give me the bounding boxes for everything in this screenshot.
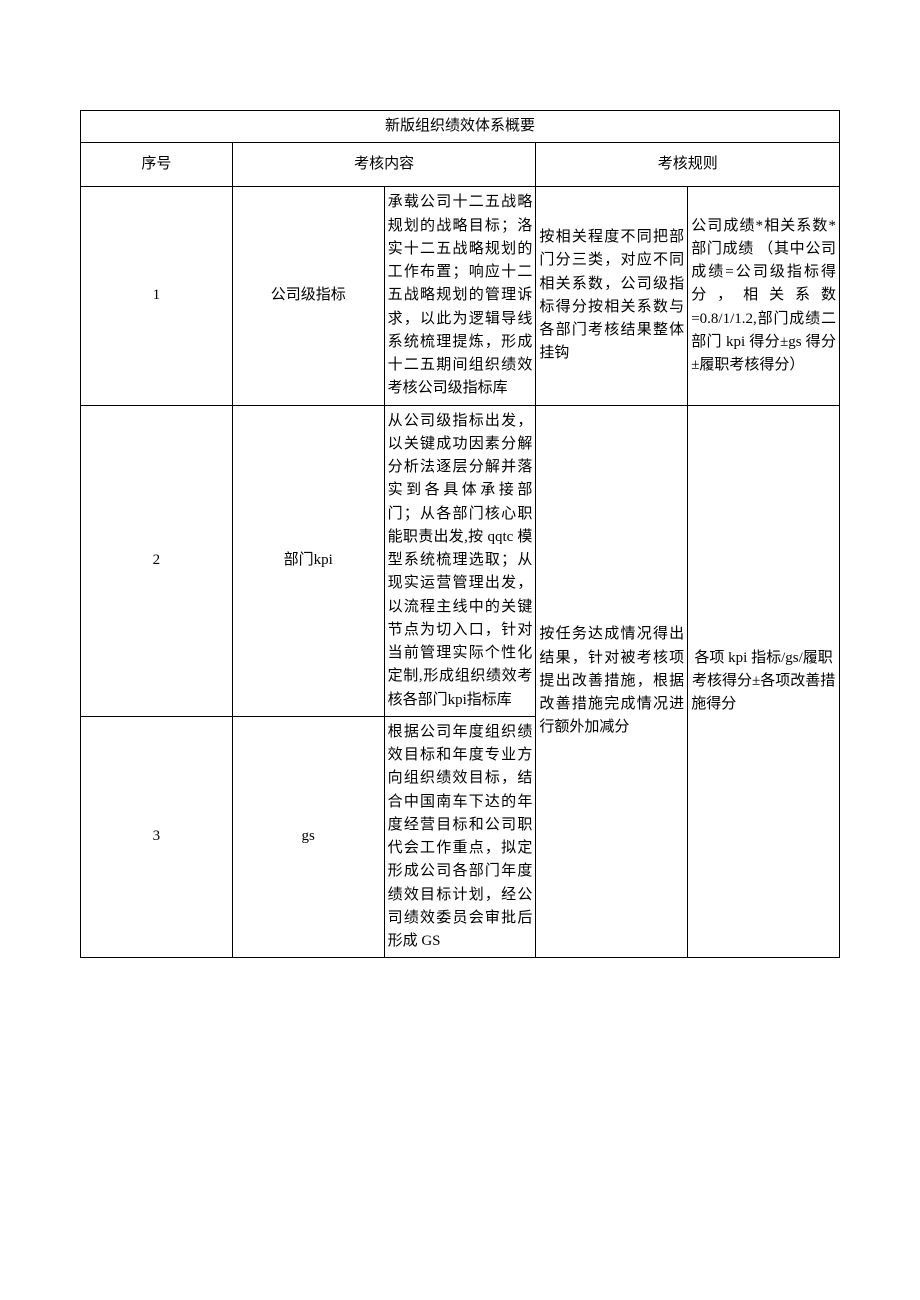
table-row: 1 公司级指标 承载公司十二五战略规划的战略目标；洛实十二五战略规划的工作布置；…: [81, 187, 840, 405]
row-seq: 1: [81, 187, 233, 405]
performance-system-table: 新版组织绩效体系概要 序号 考核内容 考核规则 1 公司级指标 承载公司十二五战…: [80, 110, 840, 958]
row-rule2: 公司成绩*相关系数*部门成绩 （其中公司成绩=公司级指标得分，相关系数=0.8/…: [688, 187, 840, 405]
row-rule2: 各项 kpi 指标/gs/履职考核得分±各项改善措施得分: [688, 405, 840, 958]
table-row: 2 部门kpi 从公司级指标出发，以关键成功因素分解分析法逐层分解并落实到各具体…: [81, 405, 840, 716]
header-content: 考核内容: [232, 143, 536, 187]
row-seq: 2: [81, 405, 233, 716]
row-seq: 3: [81, 716, 233, 958]
row-name: 公司级指标: [232, 187, 384, 405]
table-title-row: 新版组织绩效体系概要: [81, 111, 840, 143]
row-name: gs: [232, 716, 384, 958]
row-rule1: 按任务达成情况得出结果，针对被考核项提出改善措施，根据改善措施完成情况进行额外加…: [536, 405, 688, 958]
table-title: 新版组织绩效体系概要: [81, 111, 840, 143]
row-rule1: 按相关程度不同把部门分三类，对应不同相关系数，公司级指标得分按相关系数与各部门考…: [536, 187, 688, 405]
row-name: 部门kpi: [232, 405, 384, 716]
row-desc: 承载公司十二五战略规划的战略目标；洛实十二五战略规划的工作布置；响应十二五战略规…: [384, 187, 536, 405]
header-rule: 考核规则: [536, 143, 840, 187]
table-header-row: 序号 考核内容 考核规则: [81, 143, 840, 187]
row-desc: 从公司级指标出发，以关键成功因素分解分析法逐层分解并落实到各具体承接部门；从各部…: [384, 405, 536, 716]
header-seq: 序号: [81, 143, 233, 187]
row-desc: 根据公司年度组织绩效目标和年度专业方向组织绩效目标，结合中国南车下达的年度经营目…: [384, 716, 536, 958]
